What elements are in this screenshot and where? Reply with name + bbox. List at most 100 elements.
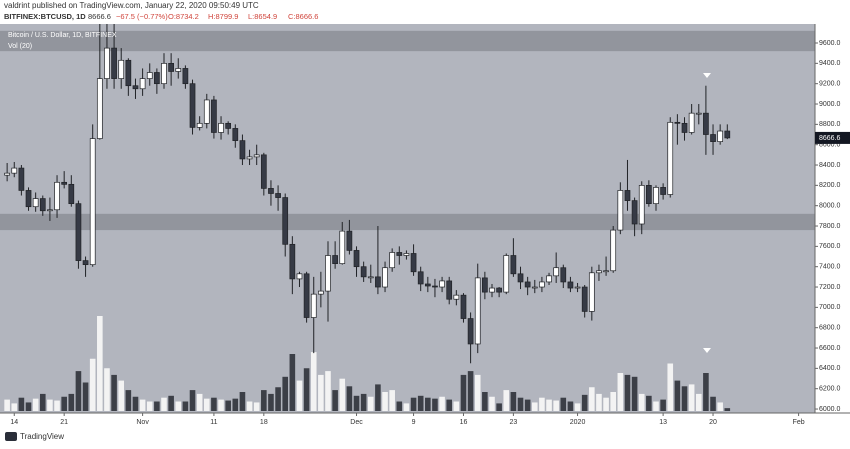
candle-body [489,287,495,293]
volume-bar [710,396,716,411]
volume-bar [61,396,67,411]
volume-bar [367,396,374,411]
volume-bar [631,376,638,411]
volume-bar [132,396,139,411]
volume-bar [125,390,132,411]
y-tick-label: 8600.0 [819,142,841,149]
ohlc: C:8666.6 [288,12,318,21]
y-tick-label: 7400.0 [819,264,841,271]
candle-body [168,62,174,72]
candle-body [161,62,167,85]
volume-bar [646,395,652,411]
volume-bar [389,390,395,411]
candle-body [282,197,289,245]
candle-body [175,68,182,72]
volume-bar [717,402,723,411]
x-tick-label: Dec [350,419,363,426]
volume-bar [11,403,18,411]
x-tick-label: Nov [136,419,149,426]
candle-body [225,122,232,129]
candle-body [482,277,488,293]
volume-bar [225,400,231,411]
price-tag-label: 8666.6 [819,135,841,142]
candle-body [339,230,346,264]
volume-bar [596,393,602,411]
volume-bar [89,358,96,411]
candle-body [346,230,353,251]
y-tick-label: 7800.0 [819,223,841,230]
symbol: BITFINEX:BTCUSD, 1D [4,12,86,21]
candle-body [667,121,674,195]
volume-bar [489,396,495,411]
volume-bar [68,393,75,411]
price-axis [815,24,850,413]
y-tick-label: 8200.0 [819,182,841,189]
ohlc: L:8654.9 [248,12,277,21]
candle-body [4,172,10,176]
volume-bar [97,316,103,411]
candle-body [47,209,53,212]
candle-body [253,154,260,158]
candle-body [61,181,68,185]
candle-body [89,138,96,266]
candle-body [596,270,602,274]
volume-bar [610,392,617,411]
y-tick-label: 9400.0 [819,60,841,67]
candle-body [382,267,388,288]
volume-bar [104,368,110,411]
candle-body [54,181,60,211]
candle-body [424,283,431,287]
x-tick-label: Feb [793,419,805,426]
x-tick-label: 9 [412,419,416,426]
y-tick-label: 9000.0 [819,101,841,108]
volume-bar [667,363,674,411]
y-tick-label: 9200.0 [819,81,841,88]
candle-body [154,72,160,85]
candle-body [396,252,403,256]
volume-bar [496,403,502,411]
candle-body [553,267,560,277]
y-tick-label: 8800.0 [819,121,841,128]
x-tick-label: 11 [210,419,217,426]
volume-bar [246,401,253,411]
candle-body [638,185,645,225]
zone [0,213,815,231]
candle-body [296,273,303,280]
candle-body [218,122,224,133]
y-tick-label: 6800.0 [819,325,841,332]
candle-body [410,253,417,273]
volume-bar [681,386,688,411]
volume-bar [453,401,460,411]
volume-bar [139,399,146,411]
candle-body [268,188,274,194]
candle-body [417,271,424,285]
volume-bar [553,400,559,411]
candle-body [111,47,117,79]
volume-bar [460,374,467,411]
candle-body [139,78,146,90]
volume-bar [318,374,324,411]
y-tick-label: 6000.0 [819,406,841,413]
candle-body [182,68,189,85]
volume-bar [18,397,25,411]
candle-body [660,187,666,195]
candle-body [581,286,588,312]
volume-bar [567,401,574,411]
volume-bar [175,401,182,411]
x-tick-label: 13 [659,419,667,426]
volume-bar [467,371,474,411]
candle-body [588,272,595,312]
volume-bar [303,368,310,411]
last-price: 8666.6 [88,12,111,21]
logo-text: TradingView [20,432,64,441]
volume-bar [261,390,267,411]
candle-body [631,200,638,225]
candle-body [574,286,581,289]
volume-bar [425,397,431,411]
candle-body [32,198,39,208]
candle-body [118,59,125,79]
volume-bar [724,408,731,411]
volume-bar [168,395,174,411]
x-tick-label: 2020 [570,419,586,426]
candle-body [275,193,281,198]
